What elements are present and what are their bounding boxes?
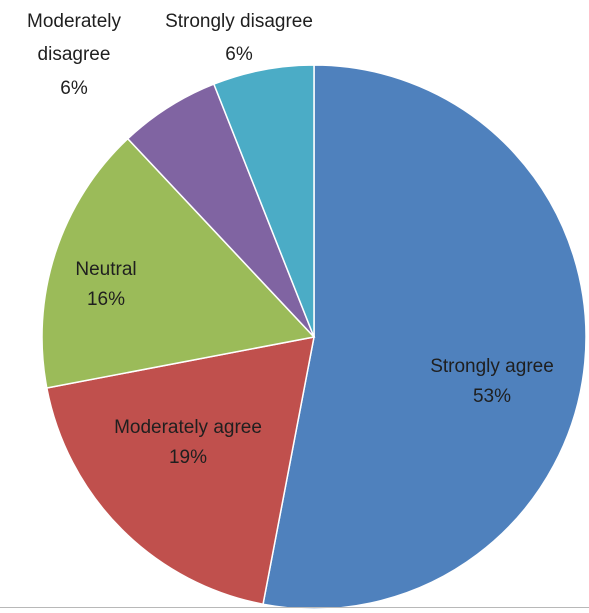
label-strongly-disagree: Strongly disagree xyxy=(165,11,313,32)
value-moderately-agree: 19% xyxy=(169,447,207,468)
label-moderately-disagree-line1: Moderately xyxy=(27,11,121,32)
value-neutral: 16% xyxy=(87,289,125,310)
label-strongly-agree: Strongly agree xyxy=(430,356,554,377)
bottom-divider xyxy=(0,607,589,608)
value-moderately-disagree: 6% xyxy=(60,78,88,99)
slice-moderately-agree xyxy=(45,336,315,606)
slice-neutral xyxy=(41,137,316,389)
value-strongly-disagree: 6% xyxy=(225,44,253,65)
pie-slices xyxy=(41,64,587,610)
pie-labels: Strongly agree 53% Moderately agree 19% … xyxy=(27,11,554,468)
label-moderately-agree: Moderately agree xyxy=(114,417,262,438)
slice-strongly-disagree xyxy=(212,64,315,338)
value-strongly-agree: 53% xyxy=(473,386,511,407)
label-moderately-disagree-line2: disagree xyxy=(38,44,111,65)
slice-strongly-agree xyxy=(262,64,587,610)
label-neutral: Neutral xyxy=(75,259,136,280)
